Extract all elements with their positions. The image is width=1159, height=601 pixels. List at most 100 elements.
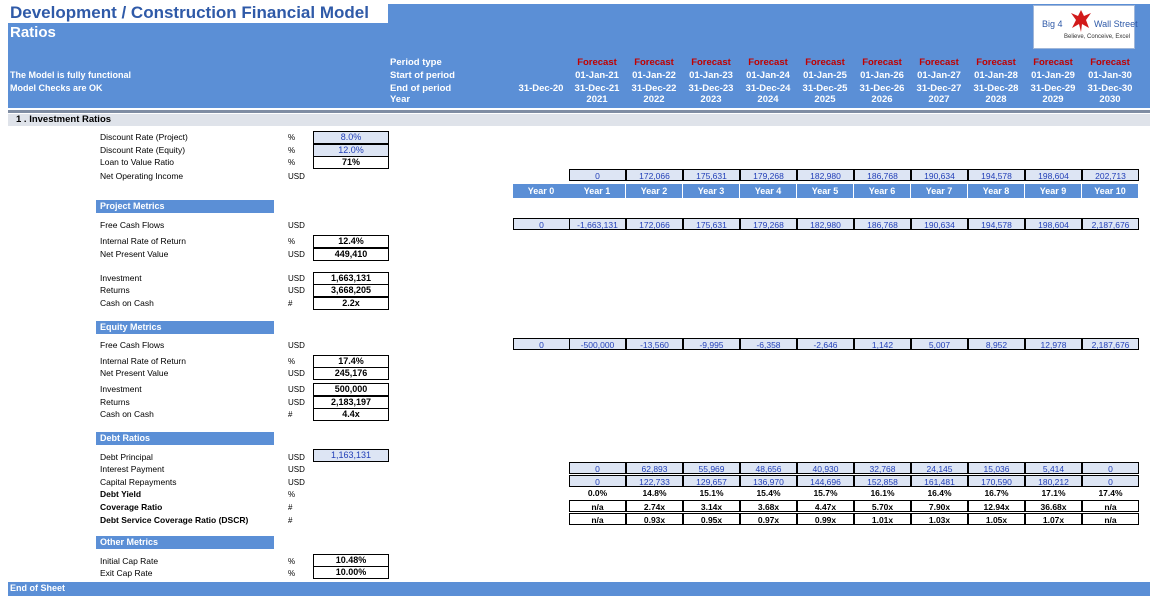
data-cell[interactable]: 194,578 xyxy=(968,169,1025,181)
project-metric-value: 449,410 xyxy=(313,248,389,261)
logo-text-right: Wall Street xyxy=(1094,19,1138,29)
data-cell[interactable]: 186,768 xyxy=(854,218,911,230)
data-cell[interactable]: 62,893 xyxy=(626,462,683,474)
data-cell[interactable]: 144,696 xyxy=(797,475,854,487)
data-cell[interactable]: 0 xyxy=(513,218,570,230)
data-cell: 12.94x xyxy=(968,500,1025,512)
period-end: 31-Dec-23 xyxy=(688,83,734,94)
period-year: 2026 xyxy=(871,94,893,105)
debt-principal-value[interactable]: 1,163,131 xyxy=(313,449,389,462)
data-cell[interactable]: 198,604 xyxy=(1025,169,1082,181)
data-cell[interactable]: -2,646 xyxy=(797,338,854,350)
data-cell[interactable]: 136,970 xyxy=(740,475,797,487)
data-cell[interactable]: 40,930 xyxy=(797,462,854,474)
data-cell[interactable]: 0 xyxy=(1082,475,1139,487)
data-cell[interactable]: -9,995 xyxy=(683,338,740,350)
equity-metric-label: Cash on Cash xyxy=(100,409,154,419)
data-cell[interactable]: -13,560 xyxy=(626,338,683,350)
row-unit: USD xyxy=(288,465,305,474)
data-cell[interactable]: 190,634 xyxy=(911,169,968,181)
data-cell[interactable]: 129,657 xyxy=(683,475,740,487)
data-cell[interactable]: 32,768 xyxy=(854,462,911,474)
data-cell[interactable]: 55,969 xyxy=(683,462,740,474)
data-cell[interactable]: 198,604 xyxy=(1025,218,1082,230)
data-cell[interactable]: 24,145 xyxy=(911,462,968,474)
data-cell[interactable]: 48,656 xyxy=(740,462,797,474)
data-cell[interactable]: -6,358 xyxy=(740,338,797,350)
data-cell[interactable]: 2,187,676 xyxy=(1082,338,1139,350)
other-metric-label: Exit Cap Rate xyxy=(100,568,153,578)
data-cell[interactable]: 186,768 xyxy=(854,169,911,181)
project-fcf-label: Free Cash Flows xyxy=(100,220,165,230)
year-label: Year 9 xyxy=(1025,184,1081,198)
year-label: Year 2 xyxy=(626,184,682,198)
data-cell[interactable]: 0 xyxy=(513,338,570,350)
row-unit: USD xyxy=(288,221,305,230)
data-cell[interactable]: 0 xyxy=(569,462,626,474)
data-cell[interactable]: 180,212 xyxy=(1025,475,1082,487)
assumption-value[interactable]: 8.0% xyxy=(313,131,389,144)
period-year: 2029 xyxy=(1042,94,1064,105)
data-cell[interactable]: 190,634 xyxy=(911,218,968,230)
data-cell: 15.7% xyxy=(797,487,854,499)
data-cell[interactable]: 179,268 xyxy=(740,218,797,230)
period-year: 2021 xyxy=(586,94,608,105)
data-cell[interactable]: 172,066 xyxy=(626,218,683,230)
data-cell: 1.05x xyxy=(968,513,1025,525)
data-cell[interactable]: -500,000 xyxy=(569,338,626,350)
data-cell[interactable]: 5,414 xyxy=(1025,462,1082,474)
row-unit: % xyxy=(288,490,296,499)
footer-bar xyxy=(8,582,1150,596)
year-label: Year 1 xyxy=(569,184,625,198)
period-type: Forecast xyxy=(748,57,788,68)
period-start: 01-Jan-28 xyxy=(974,70,1018,81)
data-cell[interactable]: 175,631 xyxy=(683,169,740,181)
equity-fcf-label: Free Cash Flows xyxy=(100,340,165,350)
data-cell[interactable]: 0 xyxy=(1082,462,1139,474)
row-unit: USD xyxy=(288,274,305,283)
data-cell[interactable]: 152,858 xyxy=(854,475,911,487)
data-cell[interactable]: 5,007 xyxy=(911,338,968,350)
assumption-value: 71% xyxy=(313,156,389,169)
row-unit: USD xyxy=(288,172,305,181)
status-checks: Model Checks are OK xyxy=(10,83,103,93)
year-label: Year 10 xyxy=(1082,184,1138,198)
row-unit: % xyxy=(288,557,296,566)
data-cell[interactable]: 8,952 xyxy=(968,338,1025,350)
period-type: Forecast xyxy=(634,57,674,68)
equity-metric-label: Net Present Value xyxy=(100,368,169,378)
data-cell: 5.70x xyxy=(854,500,911,512)
data-cell[interactable]: 15,036 xyxy=(968,462,1025,474)
eagle-icon xyxy=(1071,10,1091,32)
data-cell: 17.4% xyxy=(1082,487,1139,499)
data-cell[interactable]: 1,142 xyxy=(854,338,911,350)
data-cell[interactable]: 0 xyxy=(569,475,626,487)
data-cell[interactable]: 182,980 xyxy=(797,218,854,230)
data-cell[interactable]: 194,578 xyxy=(968,218,1025,230)
data-cell[interactable]: 179,268 xyxy=(740,169,797,181)
other-metric-value: 10.00% xyxy=(313,566,389,579)
assumption-label: Discount Rate (Equity) xyxy=(100,145,186,155)
data-cell: 0.97x xyxy=(740,513,797,525)
data-cell: 3.68x xyxy=(740,500,797,512)
row-label-start: Start of period xyxy=(390,70,455,81)
data-cell[interactable]: 161,481 xyxy=(911,475,968,487)
data-cell[interactable]: 0 xyxy=(569,169,626,181)
data-cell[interactable]: 122,733 xyxy=(626,475,683,487)
data-cell[interactable]: 202,713 xyxy=(1082,169,1139,181)
data-cell[interactable]: 2,187,676 xyxy=(1082,218,1139,230)
sheet-subtitle: Ratios xyxy=(10,24,56,41)
data-cell[interactable]: 12,978 xyxy=(1025,338,1082,350)
data-cell[interactable]: 175,631 xyxy=(683,218,740,230)
section-divider xyxy=(8,110,1150,113)
data-cell[interactable]: 172,066 xyxy=(626,169,683,181)
project-metric-value: 12.4% xyxy=(313,235,389,248)
data-cell[interactable]: 182,980 xyxy=(797,169,854,181)
data-cell[interactable]: 170,590 xyxy=(968,475,1025,487)
period-type: Forecast xyxy=(691,57,731,68)
data-cell[interactable]: -1,663,131 xyxy=(569,218,626,230)
period-type: Forecast xyxy=(862,57,902,68)
row-unit: % xyxy=(288,133,296,142)
equity-metric-value: 500,000 xyxy=(313,383,389,396)
